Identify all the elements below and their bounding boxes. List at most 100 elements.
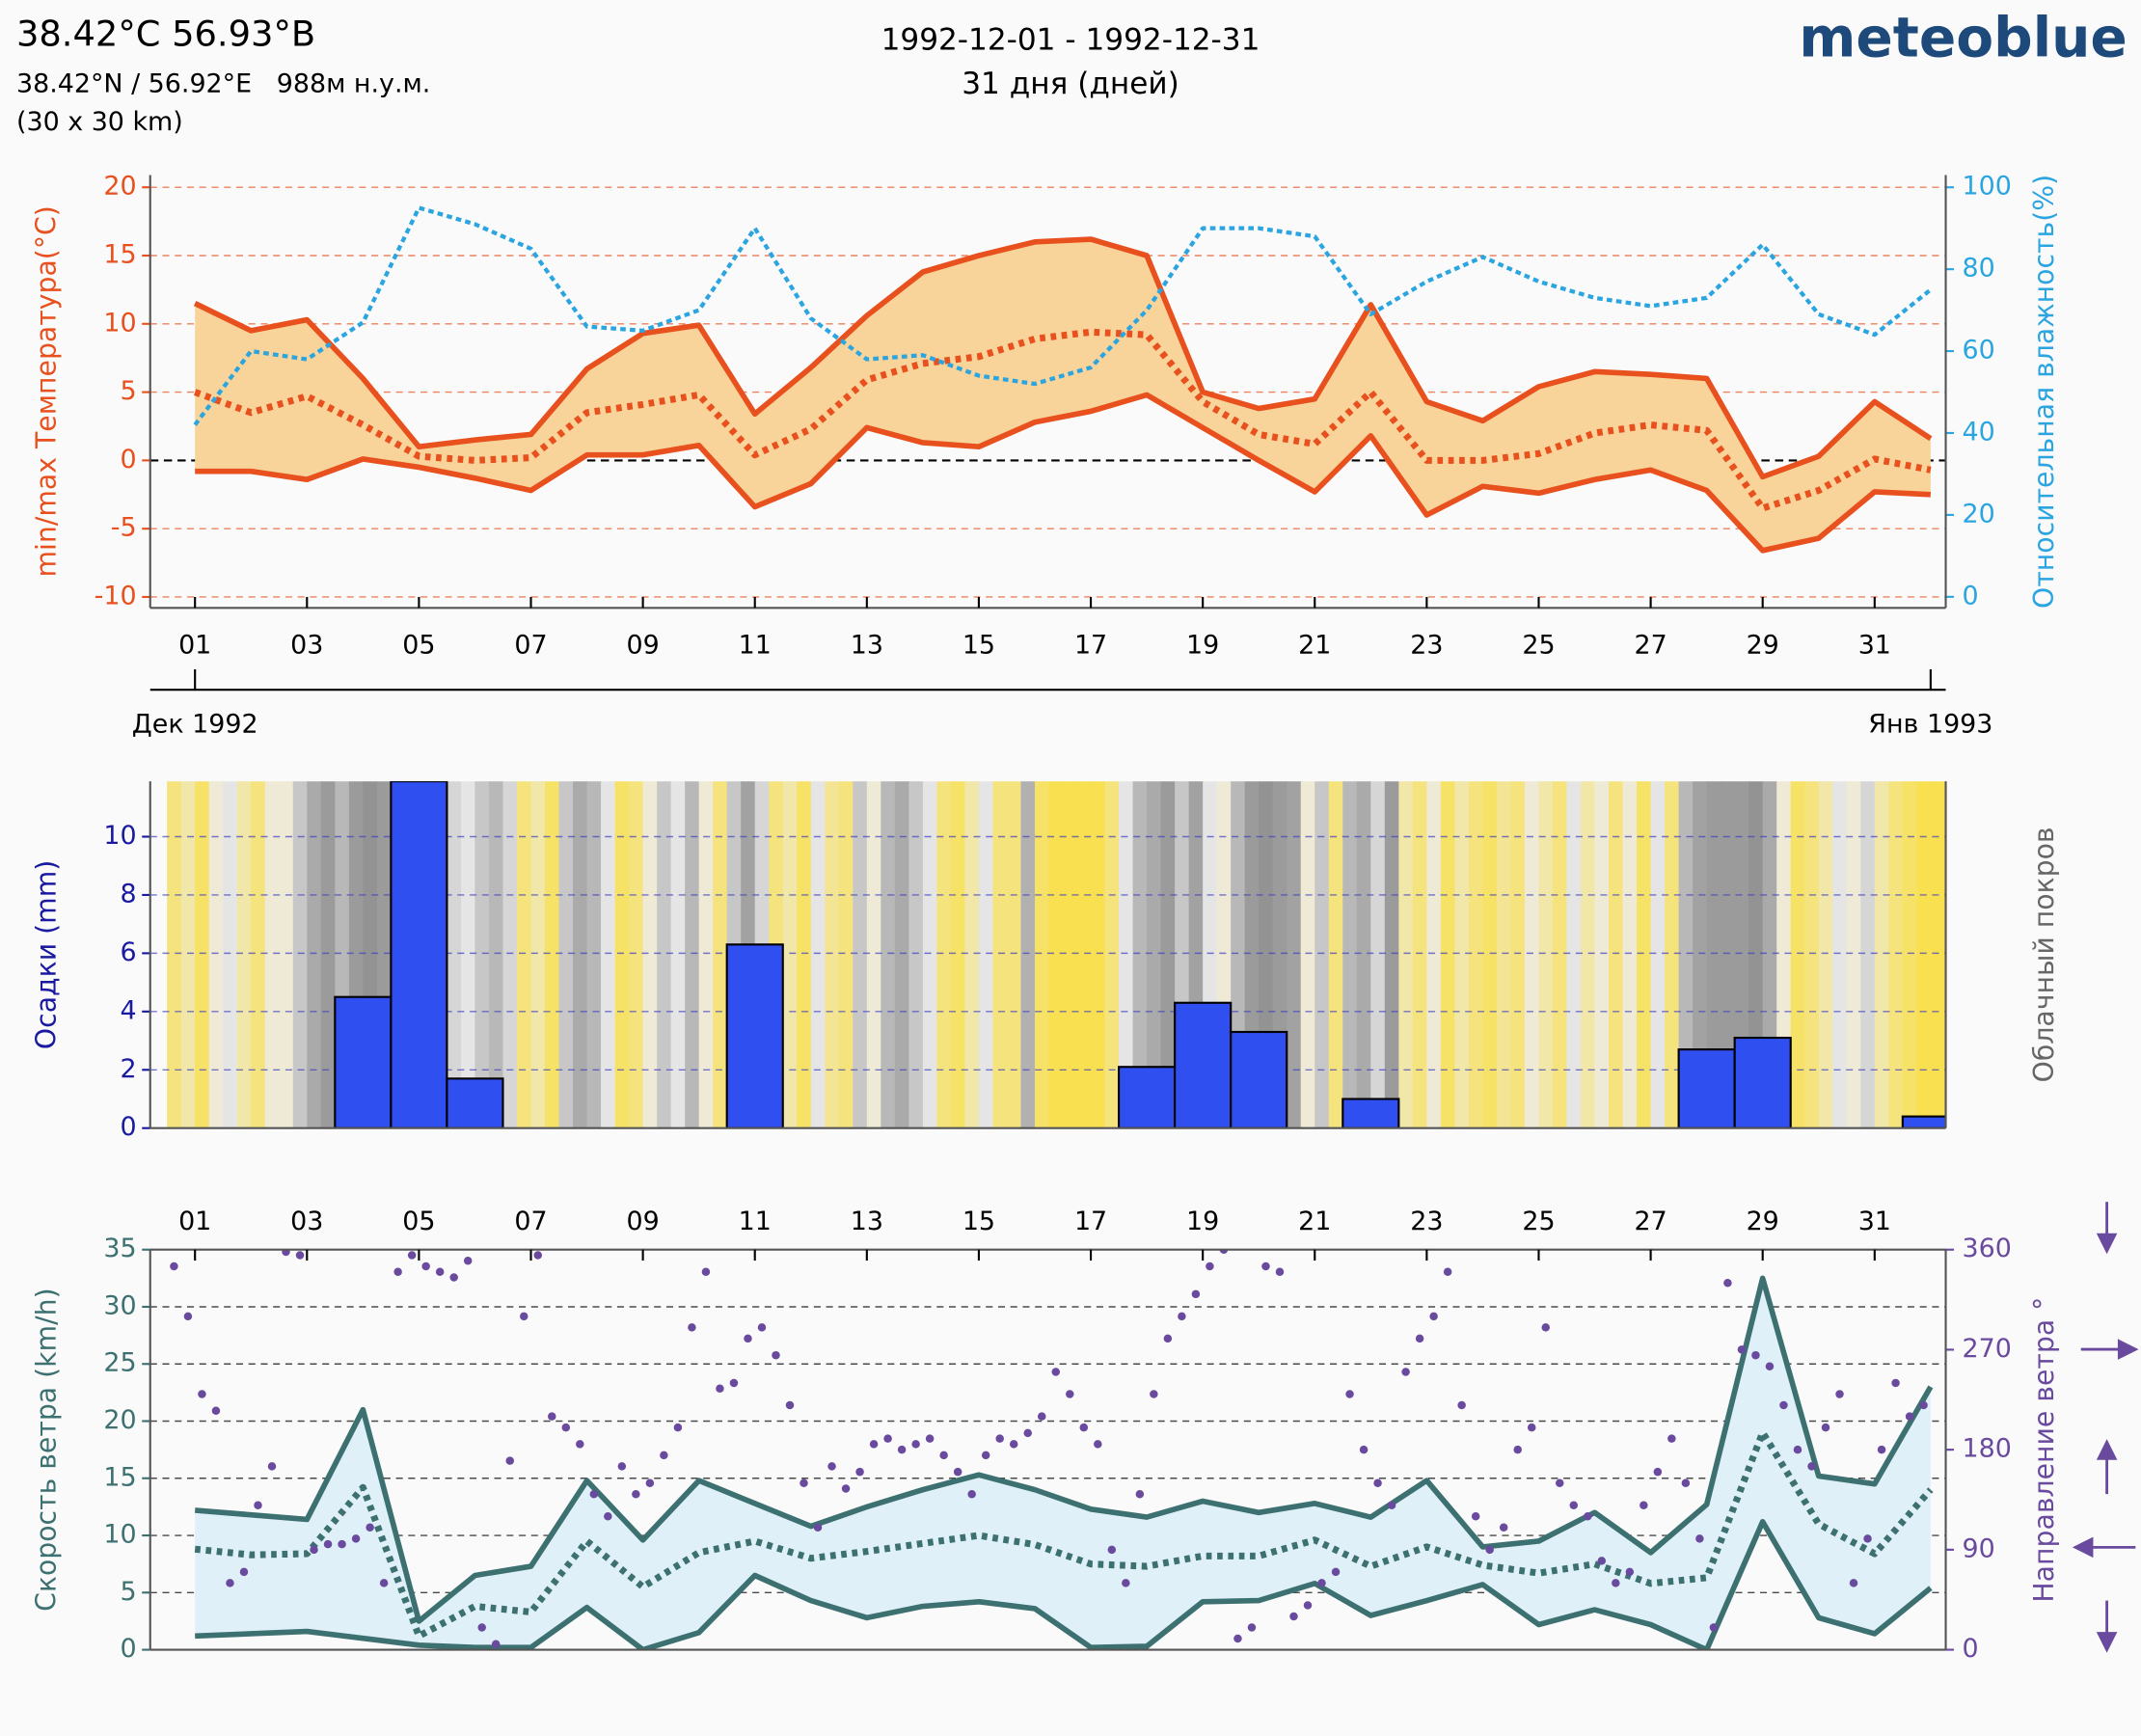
- direction-dot: [561, 1423, 571, 1432]
- cloud-stripe: [1524, 781, 1540, 1128]
- direction-dot: [1709, 1623, 1719, 1632]
- bar: [725, 943, 784, 1128]
- direction-dot: [1471, 1512, 1480, 1521]
- direction-dot: [1765, 1362, 1775, 1370]
- cloud-stripe: [853, 781, 868, 1128]
- y2-tick-label: 40: [1963, 417, 1995, 447]
- direction-dot: [589, 1489, 599, 1499]
- line: [193, 236, 1933, 480]
- direction-dot: [1751, 1350, 1760, 1360]
- y2-tick-label: 100: [1963, 172, 2012, 202]
- direction-dot: [1401, 1368, 1410, 1376]
- direction-dot: [1317, 1579, 1326, 1587]
- cloud-stripe: [502, 781, 518, 1128]
- direction-dot: [1877, 1445, 1886, 1454]
- y-tick-label: 0: [120, 445, 136, 475]
- cloud-stripe: [1482, 781, 1498, 1128]
- cloud-stripe: [1860, 781, 1876, 1128]
- cloud-stripe: [1091, 781, 1106, 1128]
- cloud-stripe: [1665, 781, 1680, 1128]
- cloud-stripe: [1287, 781, 1302, 1128]
- period: 1992-12-01 - 1992-12-31: [881, 23, 1260, 58]
- x-tick-label: 31: [1858, 630, 1891, 660]
- direction-dot: [1891, 1378, 1900, 1388]
- x-tick-label: 27: [1634, 1207, 1667, 1236]
- direction-dot: [170, 1261, 178, 1271]
- direction-dot: [729, 1378, 739, 1388]
- cloud-stripe: [1370, 781, 1386, 1128]
- cloud-stripe: [1132, 781, 1148, 1128]
- cloud-stripe: [1706, 781, 1721, 1128]
- direction-dot: [1597, 1557, 1607, 1565]
- y2-tick-label: 270: [1963, 1334, 2012, 1364]
- cloud-stripe: [264, 781, 280, 1128]
- x-tick-label: 11: [739, 630, 772, 660]
- cloud-stripe: [1398, 781, 1414, 1128]
- y-tick-label: 10: [103, 308, 136, 338]
- cloud-stripe: [1020, 781, 1036, 1128]
- cloud-stripe: [474, 781, 490, 1128]
- direction-dot: [183, 1312, 193, 1321]
- x-tick-label: 01: [178, 1207, 211, 1236]
- direction-dot: [939, 1451, 948, 1460]
- direction-dot: [1499, 1523, 1508, 1533]
- direction-dot: [744, 1334, 752, 1343]
- direction-dot: [533, 1251, 543, 1260]
- direction-dot: [1625, 1567, 1635, 1577]
- wind-arrows: [2072, 1202, 2139, 1653]
- cloud-stripe: [1902, 781, 1918, 1128]
- direction-dot: [883, 1434, 892, 1443]
- cloud-stripe: [545, 781, 560, 1128]
- cloud-stripe: [1622, 781, 1638, 1128]
- cloud-stripe: [1076, 781, 1092, 1128]
- y-tick-label: 6: [120, 937, 136, 967]
- cloud-stripe: [810, 781, 827, 1128]
- cloud-stripe: [797, 781, 812, 1128]
- cloud-stripe: [1594, 781, 1610, 1128]
- direction-dot: [1653, 1467, 1663, 1477]
- cloud-stripe: [1412, 781, 1428, 1128]
- x-tick-label: 31: [1858, 1207, 1891, 1236]
- chart-1: 0 2 4 6 8 10 Осадки (mm) Облачный покров: [31, 781, 2060, 1142]
- x-tick-label: 23: [1410, 630, 1443, 660]
- y2-tick-label: 0: [1963, 581, 1979, 610]
- y2-tick-label: 90: [1963, 1533, 1995, 1563]
- cloud-stripe: [530, 781, 546, 1128]
- direction-dot: [1737, 1345, 1747, 1354]
- y-axis-label: Осадки (mm): [31, 860, 63, 1049]
- direction-dot: [953, 1467, 962, 1477]
- cloud-stripe: [320, 781, 337, 1128]
- plot-area: [149, 1249, 1946, 1650]
- cloud-stripe: [488, 781, 504, 1128]
- direction-dot: [1107, 1545, 1117, 1555]
- line: [194, 1275, 1934, 1624]
- direction-dot: [1150, 1390, 1158, 1398]
- cloud-stripe: [1874, 781, 1890, 1128]
- direction-dot: [827, 1462, 836, 1471]
- cloud-stripe: [1356, 781, 1372, 1128]
- direction-dot: [1807, 1462, 1816, 1471]
- direction-dot: [477, 1623, 486, 1632]
- direction-dot: [1051, 1368, 1061, 1376]
- resolution: (30 x 30 km): [16, 107, 183, 137]
- direction-dot: [1359, 1445, 1369, 1454]
- x-tick-label: 27: [1634, 630, 1667, 660]
- cloud-stripe: [601, 781, 616, 1128]
- cloud-stripe: [1552, 781, 1568, 1128]
- cloud-stripe: [447, 781, 462, 1128]
- y-tick-label: 25: [103, 1348, 136, 1378]
- cloud-stripe: [1468, 781, 1484, 1128]
- direction-dot: [491, 1640, 501, 1649]
- direction-dot: [407, 1251, 417, 1260]
- direction-dot: [1247, 1623, 1257, 1632]
- direction-dot: [239, 1567, 249, 1577]
- cloud-stripe: [1581, 781, 1596, 1128]
- cloud-stripe: [223, 781, 238, 1128]
- direction-dot: [1066, 1390, 1074, 1398]
- cloud-stripe: [180, 781, 196, 1128]
- cloud-stripe: [992, 781, 1008, 1128]
- y-tick-label: 5: [120, 376, 136, 406]
- direction-dot: [673, 1423, 683, 1432]
- x-tick-label: 07: [514, 630, 547, 660]
